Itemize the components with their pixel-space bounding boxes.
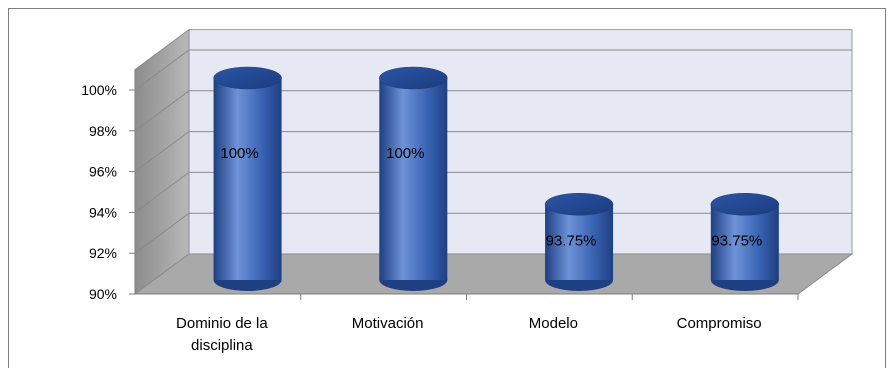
bar-body xyxy=(379,78,448,280)
gridline xyxy=(134,131,852,173)
bar-body xyxy=(710,204,779,280)
bar-top xyxy=(213,66,282,90)
data-label: 93.75% xyxy=(711,232,762,249)
bar-body xyxy=(213,78,282,280)
y-tick-label: 96% xyxy=(89,164,117,180)
y-tick-label: 100% xyxy=(81,82,117,98)
gridline xyxy=(134,90,852,132)
category-label: Modelo xyxy=(529,315,578,332)
gridline xyxy=(134,212,852,254)
category-label: Compromiso xyxy=(677,315,762,332)
bar xyxy=(379,66,448,291)
data-label: 100% xyxy=(386,145,424,162)
bar xyxy=(710,193,780,291)
side-wall xyxy=(134,28,190,295)
category-label: Dominio de la disciplina xyxy=(176,315,268,354)
bar xyxy=(213,66,282,291)
gridline xyxy=(134,171,852,213)
bar-top xyxy=(710,193,780,216)
data-label: 93.75% xyxy=(546,232,597,249)
y-tick-label: 94% xyxy=(89,204,117,220)
data-label: 100% xyxy=(220,145,258,162)
y-tick-label: 98% xyxy=(89,123,117,139)
gridline xyxy=(134,49,852,91)
category-label: Motivación xyxy=(352,315,424,332)
y-tick-label: 92% xyxy=(89,245,117,261)
bar-body xyxy=(545,204,614,280)
y-tick-label: 90% xyxy=(89,286,117,302)
bar-top xyxy=(379,66,448,90)
bar-chart: 90% 92% 94% 96% 98% 100% 100% 100% 93.75% 93.75%… xyxy=(81,28,854,354)
bar-top xyxy=(544,193,614,216)
bar xyxy=(544,193,614,291)
